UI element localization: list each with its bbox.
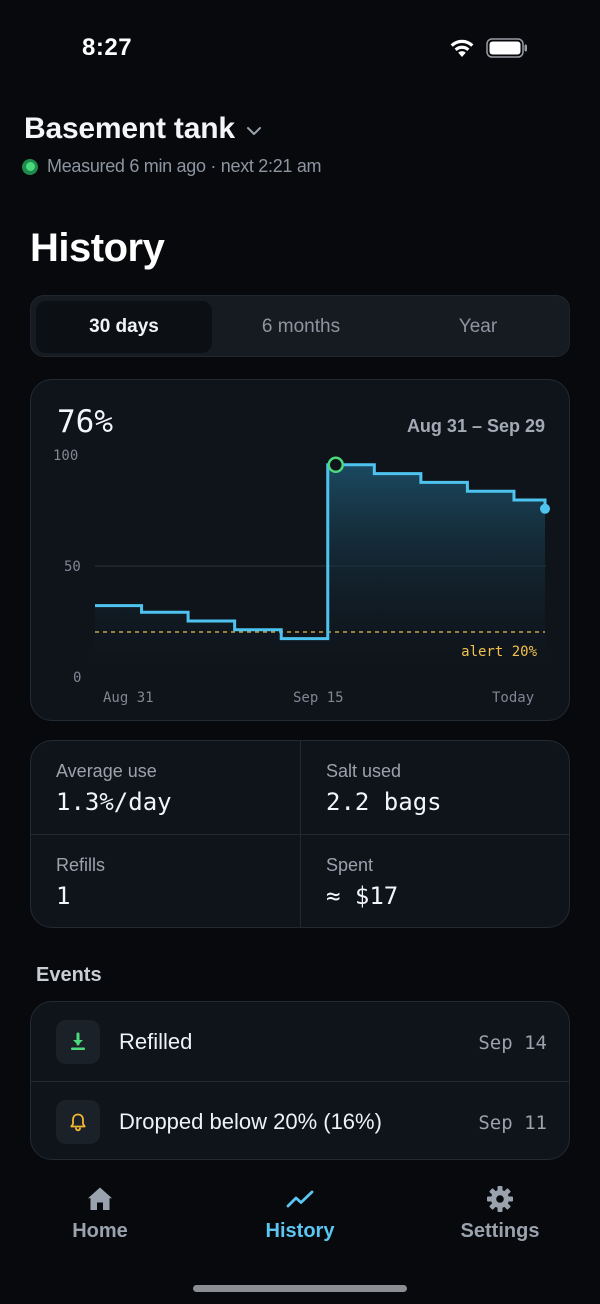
live-status-dot xyxy=(22,158,38,175)
status-time: 8:27 xyxy=(82,34,133,61)
bell-icon xyxy=(56,1100,100,1144)
tab-label: Settings xyxy=(460,1220,540,1242)
stat-refills: Refills 1 xyxy=(31,835,301,927)
x-tick-label: Today xyxy=(492,690,534,706)
tab-label: History xyxy=(265,1220,335,1242)
battery-icon xyxy=(486,38,527,58)
page-title: History xyxy=(30,226,165,270)
chevron-down-icon xyxy=(246,127,261,135)
tab-year[interactable]: Year xyxy=(458,316,498,337)
chart-date-range: Aug 31 – Sep 29 xyxy=(406,416,545,436)
history-chart-card: 76% Aug 31 – Sep 29 100 50 0 alert 20% A… xyxy=(30,379,570,721)
y-tick-label: 0 xyxy=(73,670,81,686)
event-text: Refilled xyxy=(119,1029,193,1054)
home-indicator xyxy=(193,1285,407,1292)
stat-label: Average use xyxy=(56,761,157,781)
stat-value: 1 xyxy=(56,882,71,910)
event-date: Sep 11 xyxy=(478,1112,547,1134)
trend-line-icon xyxy=(286,1190,314,1208)
tab-6-months[interactable]: 6 months xyxy=(261,316,341,337)
status-bar: 8:27 xyxy=(0,0,600,96)
divider xyxy=(31,1081,569,1082)
home-icon xyxy=(88,1187,112,1210)
list-item[interactable]: Dropped below 20% (16%) Sep 11 xyxy=(31,1082,569,1159)
stat-value: ≈ $17 xyxy=(326,882,399,910)
y-tick-label: 100 xyxy=(53,448,78,464)
stat-salt-used: Salt used 2.2 bags xyxy=(301,741,569,835)
stat-value: 1.3%/day xyxy=(56,788,172,816)
stat-spent: Spent ≈ $17 xyxy=(301,835,569,927)
current-level: 76% xyxy=(57,404,113,440)
tab-history[interactable]: History xyxy=(200,1184,400,1243)
stat-average-use: Average use 1.3%/day xyxy=(31,741,301,835)
divider xyxy=(300,741,301,927)
level-history-chart: 100 50 0 alert 20% Aug 31 Sep 15 Today xyxy=(53,448,550,706)
gear-icon xyxy=(487,1186,513,1212)
device-name: Basement tank xyxy=(24,112,235,145)
measurement-status: Measured 6 min ago · next 2:21 am xyxy=(22,156,322,177)
x-tick-label: Aug 31 xyxy=(103,690,154,706)
stat-label: Salt used xyxy=(326,761,402,781)
tab-label: Home xyxy=(72,1220,128,1242)
tab-home[interactable]: Home xyxy=(0,1184,200,1243)
x-tick-label: Sep 15 xyxy=(293,690,344,706)
current-level-marker[interactable] xyxy=(540,503,550,514)
event-date: Sep 14 xyxy=(478,1032,547,1054)
alert-label: alert 20% xyxy=(461,644,537,660)
y-tick-label: 50 xyxy=(64,559,81,575)
event-text: Dropped below 20% (16%) xyxy=(119,1109,382,1134)
refill-marker[interactable] xyxy=(327,456,345,474)
download-icon xyxy=(56,1020,100,1064)
level-series-line xyxy=(95,463,547,641)
tab-bar: Home History Settings xyxy=(0,1170,600,1304)
measured-text: Measured 6 min ago · next 2:21 am xyxy=(47,156,322,176)
stats-card: Average use 1.3%/day Salt used 2.2 bags … xyxy=(30,740,570,928)
range-segmented-control: 30 days 6 months Year xyxy=(30,295,570,357)
stat-label: Spent xyxy=(326,855,374,875)
wifi-icon xyxy=(450,39,474,57)
device-selector[interactable]: Basement tank xyxy=(24,112,263,146)
stat-label: Refills xyxy=(56,855,106,875)
list-item[interactable]: Refilled Sep 14 xyxy=(31,1002,569,1082)
events-title: Events xyxy=(36,964,102,986)
stat-value: 2.2 bags xyxy=(326,788,442,816)
tab-30-days[interactable]: 30 days xyxy=(36,301,212,353)
tab-settings[interactable]: Settings xyxy=(400,1184,600,1243)
events-list: Refilled Sep 14 Dropped below 20% (16%) … xyxy=(30,1001,570,1160)
level-area xyxy=(95,464,545,676)
